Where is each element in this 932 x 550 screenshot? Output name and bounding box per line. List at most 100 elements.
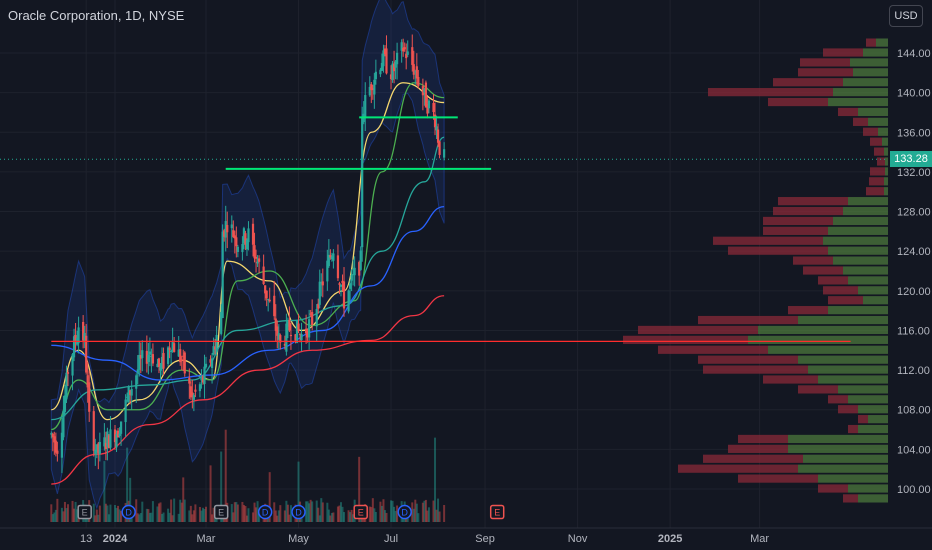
volume-bar (318, 515, 321, 522)
volume-profile-up (848, 197, 888, 206)
volume-profile-down (838, 405, 858, 414)
candle-body (374, 71, 377, 80)
candle-body (414, 71, 417, 73)
volume-bar (311, 501, 314, 522)
earnings-marker (489, 504, 505, 520)
volume-bar (427, 507, 430, 522)
candle-body (276, 326, 279, 336)
candle-body (305, 328, 308, 334)
volume-bar (136, 513, 139, 522)
candle-body (415, 66, 418, 79)
volume-bar (205, 506, 207, 522)
volume-bar (118, 509, 121, 522)
volume-bar (414, 499, 417, 522)
volume-profile-up (843, 206, 888, 216)
volume-bar (423, 500, 426, 522)
volume-profile-up (868, 117, 888, 126)
candle-body (88, 382, 91, 412)
volume-bar (173, 498, 176, 522)
volume-bar (347, 510, 350, 522)
price-axis[interactable]: 144.00 140.00 136.00 132.00 128.00 124.00 120.… (888, 0, 932, 550)
candle-body (109, 429, 112, 448)
volume-profile-down (866, 38, 876, 47)
volume-bar (391, 500, 394, 522)
currency-button[interactable]: USD (889, 5, 923, 27)
candle-body (426, 103, 429, 114)
candle-body (257, 258, 261, 262)
volume-bar (332, 512, 335, 522)
volume-profile-up (882, 137, 888, 146)
volume-bar (130, 515, 133, 522)
candle-body (214, 346, 217, 350)
volume-bar (147, 509, 150, 522)
volume-profile-down (863, 127, 878, 136)
volume-bar (321, 502, 324, 522)
volume-bar (393, 506, 396, 522)
candle-body (151, 354, 155, 364)
candle-body (379, 69, 382, 75)
volume-bar (209, 465, 212, 522)
candle-body (326, 260, 329, 282)
candle-body (189, 386, 192, 398)
volume-profile-down (803, 266, 843, 275)
volume-bar (247, 508, 250, 522)
candle-body (254, 256, 258, 259)
candle-body (116, 430, 120, 438)
volume-profile-down (866, 187, 884, 196)
candle-body (221, 231, 224, 319)
volume-profile-down (658, 345, 768, 354)
volume-profile-up (848, 395, 888, 404)
candle-body (251, 223, 255, 245)
volume-profile-up (788, 434, 888, 444)
time-tick-label: Sep (475, 533, 495, 545)
horizontal-lines[interactable] (0, 116, 888, 342)
volume-profile-down (728, 444, 788, 453)
volume-profile-up (876, 38, 888, 47)
volume-bar (94, 515, 97, 522)
band-area (50, 0, 445, 510)
volume-bar (189, 505, 192, 522)
candle-body (318, 281, 321, 305)
volume-profile-up (863, 296, 888, 305)
volume-profile-down (703, 365, 808, 374)
candle-body (283, 343, 286, 346)
volume-bar (434, 437, 437, 522)
candle-body (435, 126, 438, 131)
volume-bar (114, 505, 116, 522)
candle-body (139, 354, 142, 359)
candle-body (274, 318, 277, 331)
volume-profile-down (818, 484, 848, 493)
candle-body (220, 312, 223, 334)
candle-body (317, 303, 320, 309)
candle-body (157, 358, 161, 367)
volume-bar (50, 504, 53, 522)
dividend-marker (257, 504, 273, 520)
marker-label: E (494, 508, 500, 518)
volume-profile-up (853, 68, 888, 77)
volume-bar (326, 502, 329, 522)
time-axis[interactable]: 13 2024 Mar May Jul Sep Nov 2025 Mar (0, 527, 932, 550)
candle-body (53, 436, 56, 443)
volume-profile-down (828, 296, 863, 305)
candle-body (262, 266, 265, 285)
candle-body (368, 86, 371, 96)
candle-body (171, 342, 174, 352)
volume-bar (148, 512, 151, 522)
volume-bar (273, 502, 276, 522)
volume-bar (236, 504, 239, 522)
time-axis-bg (0, 528, 932, 550)
candle-body (298, 334, 302, 336)
volume-bar (53, 512, 56, 522)
volume-bar (274, 510, 277, 522)
volume-profile-down (768, 97, 828, 107)
candle-body (342, 281, 346, 309)
volume-profile-down (678, 464, 798, 473)
candle-body (358, 262, 361, 276)
candle-body (321, 281, 324, 286)
volume-bar (220, 451, 223, 522)
volume-bar (192, 510, 195, 522)
volume-bar (135, 499, 138, 522)
volume-bar (283, 510, 286, 522)
